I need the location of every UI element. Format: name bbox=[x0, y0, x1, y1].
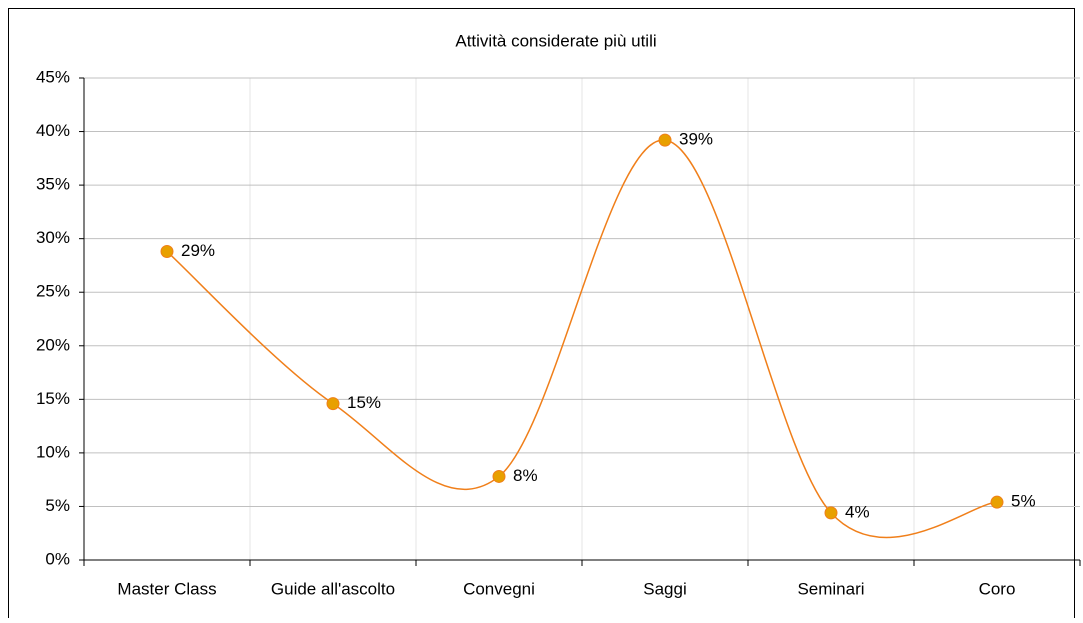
y-tick-label: 40% bbox=[36, 121, 70, 140]
data-point bbox=[658, 133, 672, 147]
x-tick-label: Master Class bbox=[117, 579, 216, 598]
y-tick-label: 45% bbox=[36, 67, 70, 86]
data-point bbox=[990, 495, 1004, 509]
y-tick-label: 25% bbox=[36, 282, 70, 301]
chart-frame bbox=[8, 8, 1075, 623]
y-tick-label: 10% bbox=[36, 442, 70, 461]
data-label: 5% bbox=[1011, 492, 1036, 511]
y-tick-label: 20% bbox=[36, 335, 70, 354]
x-tick-label: Convegni bbox=[463, 579, 535, 598]
data-label: 4% bbox=[845, 502, 870, 521]
data-label: 39% bbox=[679, 130, 713, 149]
y-tick-label: 30% bbox=[36, 228, 70, 247]
x-tick-label: Coro bbox=[979, 579, 1016, 598]
data-point bbox=[326, 397, 340, 411]
data-label: 8% bbox=[513, 466, 538, 485]
x-tick-label: Guide all'ascolto bbox=[271, 579, 395, 598]
data-label: 29% bbox=[181, 241, 215, 260]
data-point bbox=[492, 469, 506, 483]
chart-title: Attività considerate più utili bbox=[455, 31, 656, 50]
x-tick-label: Seminari bbox=[797, 579, 864, 598]
y-tick-label: 15% bbox=[36, 389, 70, 408]
y-tick-label: 5% bbox=[45, 496, 70, 515]
x-tick-label: Saggi bbox=[643, 579, 686, 598]
data-point bbox=[160, 245, 174, 259]
data-label: 15% bbox=[347, 393, 381, 412]
y-tick-label: 0% bbox=[45, 549, 70, 568]
y-tick-label: 35% bbox=[36, 175, 70, 194]
data-point bbox=[824, 506, 838, 520]
